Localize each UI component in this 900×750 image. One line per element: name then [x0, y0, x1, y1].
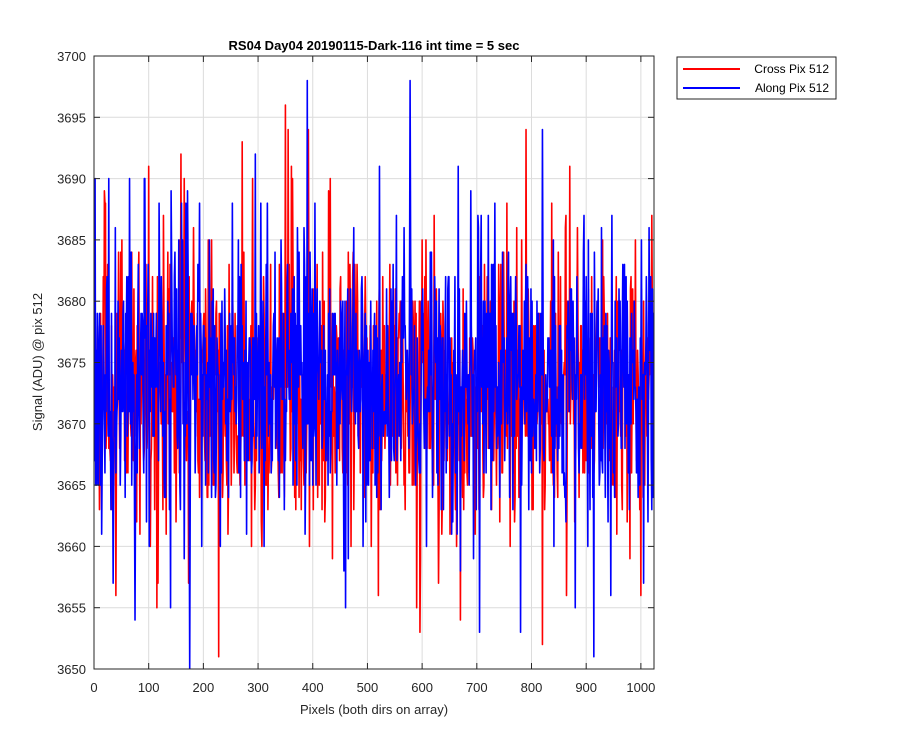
x-tick-label: 800 — [521, 680, 543, 695]
legend-box — [676, 56, 837, 100]
x-tick-label: 500 — [357, 680, 379, 695]
y-tick-label: 3675 — [57, 356, 86, 371]
y-tick-label: 3695 — [57, 110, 86, 125]
x-tick-label: 700 — [466, 680, 488, 695]
x-tick-labels: 0 100 200 300 400 500 600 700 800 900 1000 — [90, 680, 655, 695]
x-axis-label: Pixels (both dirs on array) — [300, 702, 448, 717]
x-tick-label: 400 — [302, 680, 324, 695]
y-tick-label: 3670 — [57, 417, 86, 432]
x-tick-label: 300 — [247, 680, 269, 695]
y-tick-label: 3690 — [57, 172, 86, 187]
x-tick-label: 200 — [193, 680, 215, 695]
x-tick-label: 900 — [575, 680, 597, 695]
y-tick-label: 3655 — [57, 601, 86, 616]
y-axis-label: Signal (ADU) @ pix 512 — [30, 293, 45, 431]
y-tick-label: 3665 — [57, 478, 86, 493]
axis-ticks — [93, 55, 654, 670]
y-tick-label: 3700 — [57, 49, 86, 64]
x-tick-label: 1000 — [626, 680, 655, 695]
y-tick-label: 3650 — [57, 662, 86, 677]
x-tick-label: 600 — [411, 680, 433, 695]
x-tick-label: 0 — [90, 680, 97, 695]
chart-title: RS04 Day04 20190115-Dark-116 int time = … — [229, 38, 520, 53]
legend-label-along: Along Pix 512 — [755, 81, 829, 95]
series-line-along — [94, 79, 654, 669]
y-tick-label: 3660 — [57, 539, 86, 554]
legend-label-cross: Cross Pix 512 — [754, 62, 829, 76]
legend: Cross Pix 512 Along Pix 512 — [676, 56, 837, 100]
y-tick-label: 3680 — [57, 294, 86, 309]
x-tick-label: 100 — [138, 680, 160, 695]
series-layer — [94, 79, 654, 669]
y-tick-label: 3685 — [57, 233, 86, 248]
y-tick-labels: 3650 3655 3660 3665 3670 3675 3680 3685 3690 3695… — [57, 49, 86, 677]
